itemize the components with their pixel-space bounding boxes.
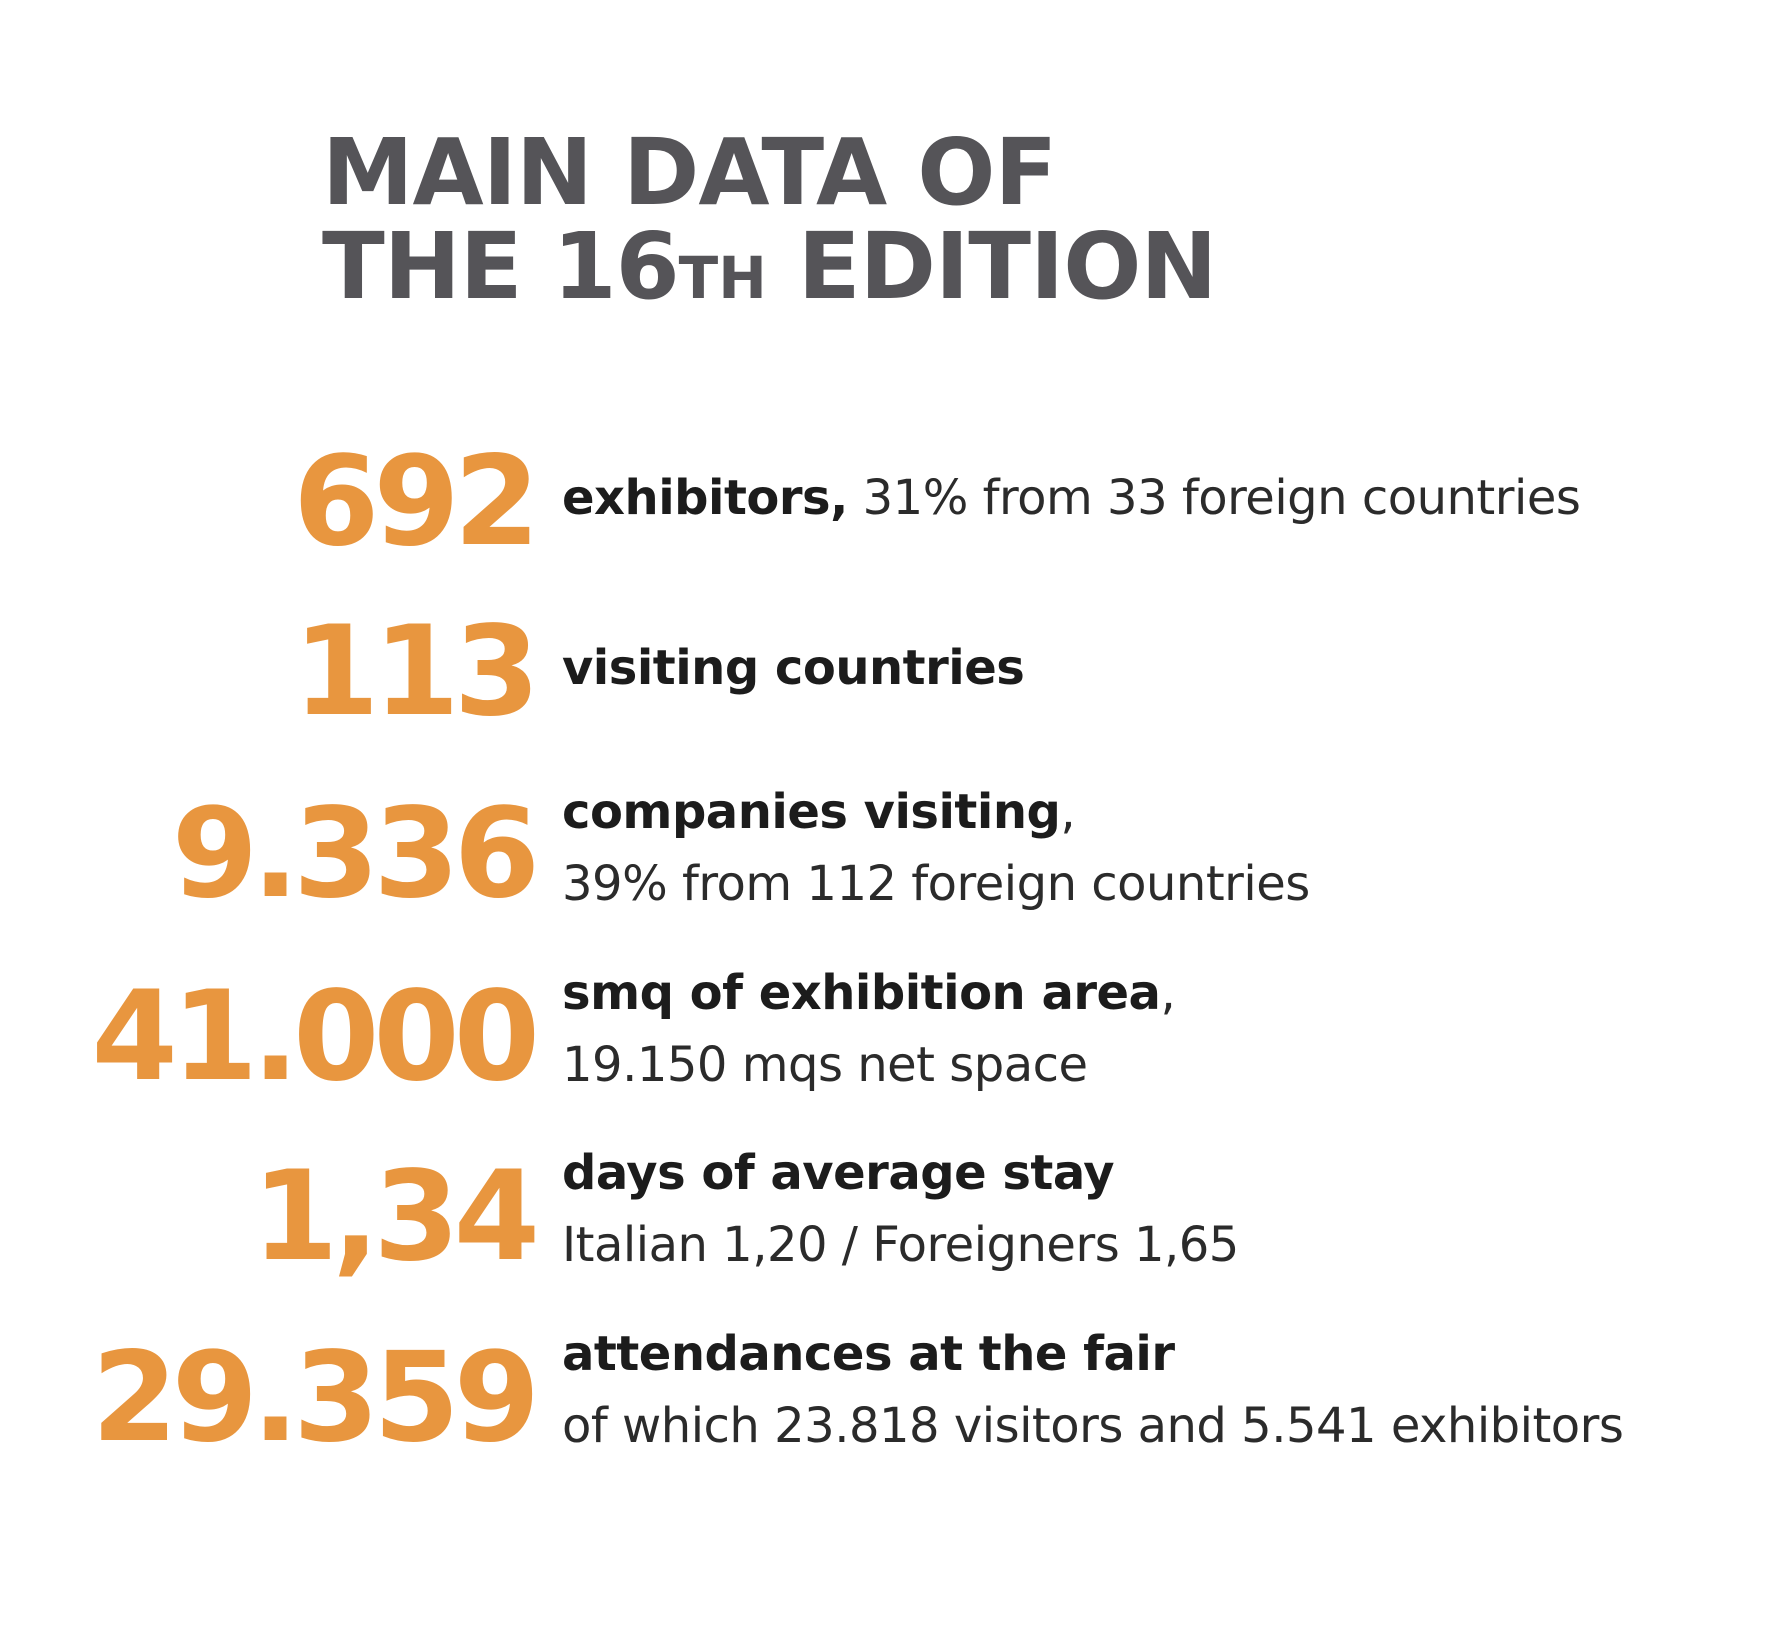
- title-line-2: THE 16TH EDITION: [322, 220, 1217, 325]
- title-line-2-start: THE 16: [322, 213, 680, 320]
- stat-label: days of average stay: [562, 1145, 1115, 1201]
- stat-description: smq of exhibition area, 19.150 mqs net s…: [562, 957, 1176, 1101]
- title-line-1: MAIN DATA OF: [322, 119, 1057, 226]
- stat-description: attendances at the fair of which 23.818 …: [562, 1318, 1624, 1462]
- stat-number: 113: [293, 600, 540, 744]
- stat-number: 692: [293, 430, 540, 574]
- stat-number: 9.336: [171, 782, 540, 926]
- stat-detail: Italian 1,20 / Foreigners 1,65: [562, 1217, 1239, 1273]
- stat-label: smq of exhibition area: [562, 965, 1161, 1021]
- stat-label: exhibitors,: [562, 470, 848, 526]
- page-title: MAIN DATA OF THE 16TH EDITION: [322, 119, 1217, 325]
- stat-number: 1,34: [252, 1145, 540, 1289]
- stat-label: attendances at the fair: [562, 1326, 1175, 1382]
- stat-number: 29.359: [91, 1326, 540, 1470]
- stat-description: visiting countries: [562, 632, 1025, 704]
- stat-detail: of which 23.818 visitors and 5.541 exhib…: [562, 1398, 1624, 1454]
- stat-description: days of average stay Italian 1,20 / Fore…: [562, 1137, 1239, 1281]
- stat-punctuation: ,: [1060, 784, 1076, 840]
- stat-label: companies visiting: [562, 784, 1061, 840]
- stat-punctuation: ,: [1160, 965, 1176, 1021]
- stat-label: visiting countries: [562, 640, 1025, 696]
- stat-detail: 31% from 33 foreign countries: [847, 470, 1581, 526]
- stat-detail: 39% from 112 foreign countries: [562, 856, 1310, 912]
- title-ordinal-suffix: TH: [678, 244, 767, 312]
- title-line-2-end: EDITION: [766, 213, 1218, 320]
- stat-detail: 19.150 mqs net space: [562, 1037, 1088, 1093]
- stat-description: companies visiting, 39% from 112 foreign…: [562, 776, 1310, 920]
- stat-number: 41.000: [91, 965, 540, 1109]
- stat-description: exhibitors, 31% from 33 foreign countrie…: [562, 462, 1581, 534]
